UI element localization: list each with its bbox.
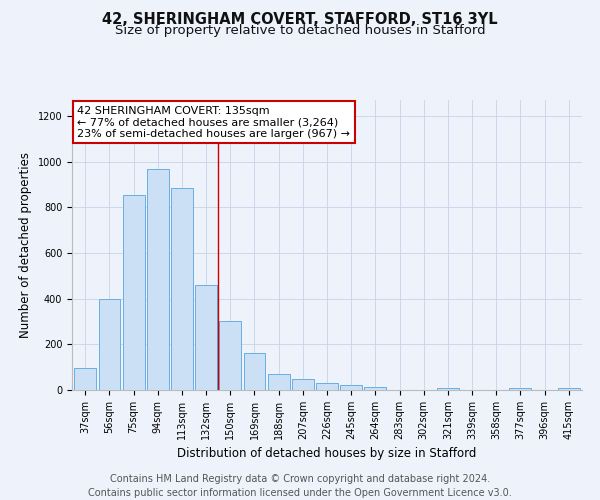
Bar [147, 168, 169, 390]
Y-axis label: Number of detached properties: Number of detached properties [19, 152, 32, 338]
Bar [195, 285, 217, 390]
Bar [509, 388, 531, 390]
Text: 42, SHERINGHAM COVERT, STAFFORD, ST16 3YL: 42, SHERINGHAM COVERT, STAFFORD, ST16 3Y… [102, 12, 498, 28]
Bar [292, 378, 314, 390]
Bar [340, 386, 362, 390]
Bar [74, 368, 96, 390]
Bar [437, 388, 459, 390]
Text: Contains HM Land Registry data © Crown copyright and database right 2024.
Contai: Contains HM Land Registry data © Crown c… [88, 474, 512, 498]
Bar [244, 354, 265, 390]
X-axis label: Distribution of detached houses by size in Stafford: Distribution of detached houses by size … [178, 448, 476, 460]
Bar [316, 382, 338, 390]
Bar [268, 374, 290, 390]
Text: Size of property relative to detached houses in Stafford: Size of property relative to detached ho… [115, 24, 485, 37]
Bar [171, 188, 193, 390]
Bar [98, 298, 121, 390]
Bar [364, 388, 386, 390]
Bar [123, 195, 145, 390]
Bar [220, 322, 241, 390]
Bar [558, 388, 580, 390]
Text: 42 SHERINGHAM COVERT: 135sqm
← 77% of detached houses are smaller (3,264)
23% of: 42 SHERINGHAM COVERT: 135sqm ← 77% of de… [77, 106, 350, 139]
